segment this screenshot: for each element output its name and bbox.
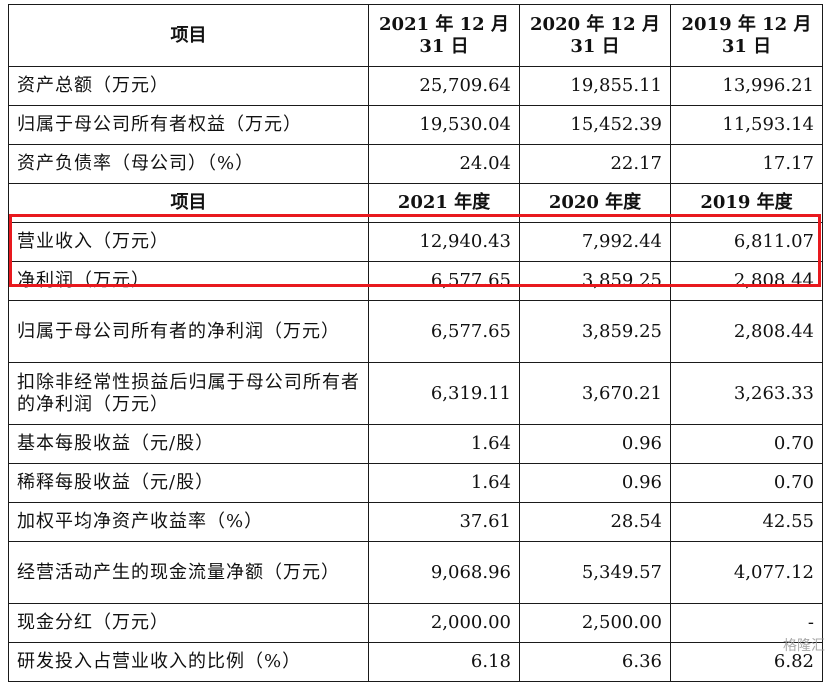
cell-2021: 12,940.43 xyxy=(368,222,520,262)
row-label: 归属于母公司所有者的净利润（万元） xyxy=(8,300,369,363)
row-label: 基本每股收益（元/股） xyxy=(8,424,369,464)
cell-2021: 6,577.65 xyxy=(368,261,520,301)
cell-2019: 2,808.44 xyxy=(670,261,823,301)
table-row: 归属于母公司所有者的净利润（万元） 6,577.65 3,859.25 2,80… xyxy=(8,300,823,363)
row-label: 稀释每股收益（元/股） xyxy=(8,463,369,503)
cell-2021: 25,709.64 xyxy=(368,66,520,106)
table-row: 归属于母公司所有者权益（万元） 19,530.04 15,452.39 11,5… xyxy=(8,105,823,145)
cell-2019: 3,263.33 xyxy=(670,362,823,425)
header-2019: 2019 年度 xyxy=(670,183,823,223)
cell-2019: 11,593.14 xyxy=(670,105,823,145)
cell-2021: 1.64 xyxy=(368,424,520,464)
table-row: 资产总额（万元） 25,709.64 19,855.11 13,996.21 xyxy=(8,66,823,106)
cell-2020: 0.96 xyxy=(519,463,671,503)
table-row-net-profit: 净利润（万元） 6,577.65 3,859.25 2,808.44 xyxy=(8,261,823,301)
cell-2020: 7,992.44 xyxy=(519,222,671,262)
cell-2019: 2,808.44 xyxy=(670,300,823,363)
cell-2021: 24.04 xyxy=(368,144,520,184)
cell-2021: 1.64 xyxy=(368,463,520,503)
cell-2020: 2,500.00 xyxy=(519,603,671,643)
cell-2019: 13,996.21 xyxy=(670,66,823,106)
header-row-annual: 项目 2021 年度 2020 年度 2019 年度 xyxy=(8,183,823,223)
cell-2020: 3,859.25 xyxy=(519,261,671,301)
row-label: 加权平均净资产收益率（%） xyxy=(8,502,369,542)
cell-2021: 37.61 xyxy=(368,502,520,542)
row-label: 经营活动产生的现金流量净额（万元） xyxy=(8,541,369,604)
cell-2021: 2,000.00 xyxy=(368,603,520,643)
cell-2019: 0.70 xyxy=(670,463,823,503)
table-row: 资产负债率（母公司）（%） 24.04 22.17 17.17 xyxy=(8,144,823,184)
table-row: 加权平均净资产收益率（%） 37.61 28.54 42.55 xyxy=(8,502,823,542)
cell-2020: 6.36 xyxy=(519,642,671,682)
cell-2021: 19,530.04 xyxy=(368,105,520,145)
cell-2019: 0.70 xyxy=(670,424,823,464)
row-label: 研发投入占营业收入的比例（%） xyxy=(8,642,369,682)
cell-2020: 28.54 xyxy=(519,502,671,542)
row-label: 归属于母公司所有者权益（万元） xyxy=(8,105,369,145)
cell-2019: 4,077.12 xyxy=(670,541,823,604)
row-label: 营业收入（万元） xyxy=(8,222,369,262)
header-item: 项目 xyxy=(8,4,369,67)
cell-2021: 6,577.65 xyxy=(368,300,520,363)
row-label: 资产负债率（母公司）（%） xyxy=(8,144,369,184)
watermark-logo: 格隆汇 xyxy=(783,638,825,654)
table-row-revenue: 营业收入（万元） 12,940.43 7,992.44 6,811.07 xyxy=(8,222,823,262)
header-2020: 2020 年度 xyxy=(519,183,671,223)
header-2020: 2020 年 12 月 31 日 xyxy=(519,4,671,67)
table-row: 研发投入占营业收入的比例（%） 6.18 6.36 6.82 xyxy=(8,642,823,682)
cell-2020: 5,349.57 xyxy=(519,541,671,604)
header-row-period-end: 项目 2021 年 12 月 31 日 2020 年 12 月 31 日 201… xyxy=(8,4,823,67)
table-row: 经营活动产生的现金流量净额（万元） 9,068.96 5,349.57 4,07… xyxy=(8,541,823,604)
table-row: 现金分红（万元） 2,000.00 2,500.00 - xyxy=(8,603,823,643)
table-row: 基本每股收益（元/股） 1.64 0.96 0.70 xyxy=(8,424,823,464)
row-label: 资产总额（万元） xyxy=(8,66,369,106)
cell-2019: 42.55 xyxy=(670,502,823,542)
cell-2019: 6,811.07 xyxy=(670,222,823,262)
header-2019: 2019 年 12 月 31 日 xyxy=(670,4,823,67)
cell-2019: 17.17 xyxy=(670,144,823,184)
financial-summary-table: 项目 2021 年 12 月 31 日 2020 年 12 月 31 日 201… xyxy=(8,4,823,682)
row-label: 净利润（万元） xyxy=(8,261,369,301)
row-label: 扣除非经常性损益后归属于母公司所有者的净利润（万元） xyxy=(8,362,369,425)
row-label: 现金分红（万元） xyxy=(8,603,369,643)
cell-2020: 15,452.39 xyxy=(519,105,671,145)
header-2021: 2021 年度 xyxy=(368,183,520,223)
cell-2020: 0.96 xyxy=(519,424,671,464)
cell-2020: 19,855.11 xyxy=(519,66,671,106)
cell-2021: 6,319.11 xyxy=(368,362,520,425)
cell-2021: 9,068.96 xyxy=(368,541,520,604)
table-row: 扣除非经常性损益后归属于母公司所有者的净利润（万元） 6,319.11 3,67… xyxy=(8,362,823,425)
header-item: 项目 xyxy=(8,183,369,223)
header-2021: 2021 年 12 月 31 日 xyxy=(368,4,520,67)
cell-2019: - xyxy=(670,603,823,643)
cell-2020: 3,670.21 xyxy=(519,362,671,425)
cell-2020: 22.17 xyxy=(519,144,671,184)
cell-2021: 6.18 xyxy=(368,642,520,682)
cell-2020: 3,859.25 xyxy=(519,300,671,363)
table-row: 稀释每股收益（元/股） 1.64 0.96 0.70 xyxy=(8,463,823,503)
